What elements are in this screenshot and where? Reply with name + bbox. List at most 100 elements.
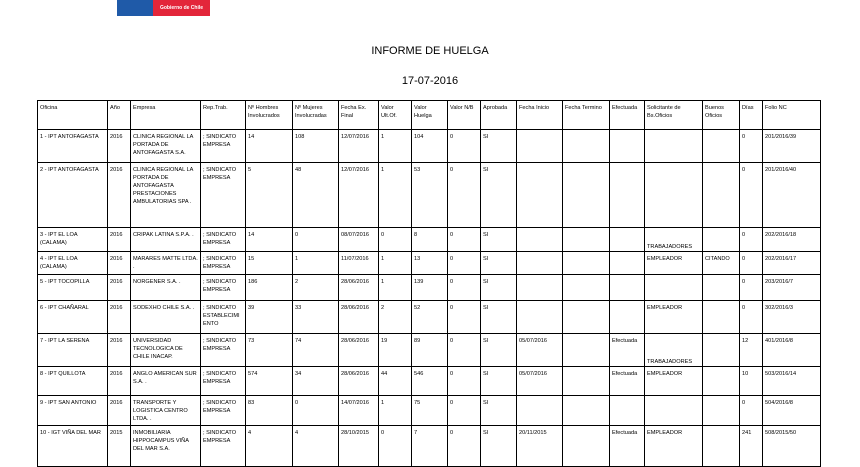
- table-cell: [516, 251, 563, 275]
- column-header: Solicitante de Bs.Oficios: [644, 100, 703, 130]
- table-cell: 9 - IPT SAN ANTONIO: [37, 395, 108, 426]
- table-cell: [609, 251, 645, 275]
- table-cell: CLINICA REGIONAL LA PORTADA DE ANTOFAGAS…: [130, 162, 201, 228]
- table-cell: EMPLEADOR: [644, 300, 703, 334]
- table-cell: [702, 395, 740, 426]
- table-cell: [702, 333, 740, 367]
- logo-red-block: Gobierno de Chile: [153, 0, 210, 16]
- table-cell: 2016: [107, 366, 131, 396]
- table-cell: 2016: [107, 274, 131, 301]
- table-cell: 5 - IPT TOCOPILLA: [37, 274, 108, 301]
- table-cell: 3 - IPT EL LOA (CALAMA): [37, 227, 108, 252]
- table-cell: ; SINDICATO EMPRESA: [200, 274, 246, 301]
- table-cell: [644, 162, 703, 228]
- table-cell: UNIVERSIDAD TECNOLOGICA DE CHILE INACAP.: [130, 333, 201, 367]
- table-cell: SI: [480, 333, 517, 367]
- header-row: Oficina Año Empresa Rep.Trab. Nº Hombres Inv…: [37, 100, 821, 130]
- table-cell: TRANSPORTE Y LOGISTICA CENTRO LTDA. .: [130, 395, 201, 426]
- table-cell: 73: [245, 333, 293, 367]
- table-row: 8 - IPT QUILLOTA 2016 ANGLO AMERICAN SUR S…: [37, 366, 821, 396]
- table-cell: 28/10/2015: [338, 425, 379, 467]
- table-cell: ; SINDICATO EMPRESA: [200, 251, 246, 275]
- table-cell: 241: [739, 425, 763, 467]
- table-cell: TRABAJADORES: [644, 227, 703, 252]
- table-cell: [516, 129, 563, 163]
- table-cell: 28/06/2016: [338, 300, 379, 334]
- table-cell: 503/2016/14: [762, 366, 821, 396]
- report-title: INFORME DE HUELGA: [371, 45, 489, 57]
- table-cell: [516, 227, 563, 252]
- table-cell: 2 - IPT ANTOFAGASTA: [37, 162, 108, 228]
- table-cell: INMOBILIARIA HIPPOCAMPUS VIÑA DEL MAR S.…: [130, 425, 201, 467]
- table-cell: [516, 162, 563, 228]
- table-cell: [516, 395, 563, 426]
- table-cell: 89: [411, 333, 448, 367]
- column-header: Oficina: [37, 100, 108, 130]
- table-cell: ; SINDICATO EMPRESA: [200, 227, 246, 252]
- table-cell: 6 - IPT CHAÑARAL: [37, 300, 108, 334]
- column-header: Empresa: [130, 100, 201, 130]
- table-row: 5 - IPT TOCOPILLA 2016 NORGENER S.A. .; SI…: [37, 274, 821, 301]
- column-header: Valor Huelga: [411, 100, 448, 130]
- table-cell: SI: [480, 251, 517, 275]
- table-cell: ; SINDICATO EMPRESA: [200, 425, 246, 467]
- table-cell: 05/07/2016: [516, 333, 563, 367]
- table-cell: [609, 227, 645, 252]
- table-cell: [562, 395, 610, 426]
- table-cell: 12/07/2016: [338, 129, 379, 163]
- table-cell: SI: [480, 425, 517, 467]
- table-cell: 203/2016/7: [762, 274, 821, 301]
- table-cell: [644, 274, 703, 301]
- table-cell: 2016: [107, 162, 131, 228]
- table-cell: 28/06/2016: [338, 274, 379, 301]
- table-cell: 0: [447, 162, 481, 228]
- table-cell: 302/2016/3: [762, 300, 821, 334]
- table-cell: 574: [245, 366, 293, 396]
- table-cell: 10: [739, 366, 763, 396]
- table-cell: 11/07/2016: [338, 251, 379, 275]
- column-header: Aprobada: [480, 100, 517, 130]
- table-cell: ; SINDICATO EMPRESA: [200, 366, 246, 396]
- table-cell: 1: [378, 251, 412, 275]
- table-row: 1 - IPT ANTOFAGASTA 2016 CLINICA REGIONAL …: [37, 129, 821, 163]
- table-cell: 12/07/2016: [338, 162, 379, 228]
- table-cell: SI: [480, 395, 517, 426]
- table-cell: 0: [447, 425, 481, 467]
- table-cell: 20/11/2015: [516, 425, 563, 467]
- strike-report-table: Oficina Año Empresa Rep.Trab. Nº Hombres Inv…: [37, 100, 821, 467]
- table-cell: ; SINDICATO EMPRESA: [200, 162, 246, 228]
- table-cell: 0: [447, 366, 481, 396]
- table-cell: [562, 425, 610, 467]
- table-cell: 108: [292, 129, 339, 163]
- table-cell: 0: [447, 300, 481, 334]
- table-cell: [562, 366, 610, 396]
- table-cell: 53: [411, 162, 448, 228]
- table-cell: 12: [739, 333, 763, 367]
- table-cell: 1: [378, 395, 412, 426]
- table-cell: 28/06/2016: [338, 366, 379, 396]
- table-cell: [516, 274, 563, 301]
- table-cell: Efectuada: [609, 333, 645, 367]
- table-cell: 05/07/2016: [516, 366, 563, 396]
- table-cell: 10 - IGT VIÑA DEL MAR: [37, 425, 108, 467]
- table-cell: 08/07/2016: [338, 227, 379, 252]
- table-cell: TRABAJADORES: [644, 333, 703, 367]
- table-cell: [562, 129, 610, 163]
- table-cell: 52: [411, 300, 448, 334]
- table-cell: 139: [411, 274, 448, 301]
- table-cell: [702, 162, 740, 228]
- gobierno-logo: Gobierno de Chile: [117, 0, 210, 16]
- table-cell: 2015: [107, 425, 131, 467]
- table-cell: 0: [739, 300, 763, 334]
- table-cell: 2016: [107, 300, 131, 334]
- table-cell: 7: [411, 425, 448, 467]
- table-cell: ; SINDICATO EMPRESA: [200, 395, 246, 426]
- table-row: 9 - IPT SAN ANTONIO 2016 TRANSPORTE Y LOGI…: [37, 395, 821, 426]
- table-cell: 2016: [107, 129, 131, 163]
- table-cell: 28/06/2016: [338, 333, 379, 367]
- table-cell: [562, 274, 610, 301]
- table-cell: [702, 425, 740, 467]
- table-cell: SI: [480, 129, 517, 163]
- table-cell: ; SINDICATO ESTABLECIMIENTO: [200, 300, 246, 334]
- table-cell: EMPLEADOR: [644, 366, 703, 396]
